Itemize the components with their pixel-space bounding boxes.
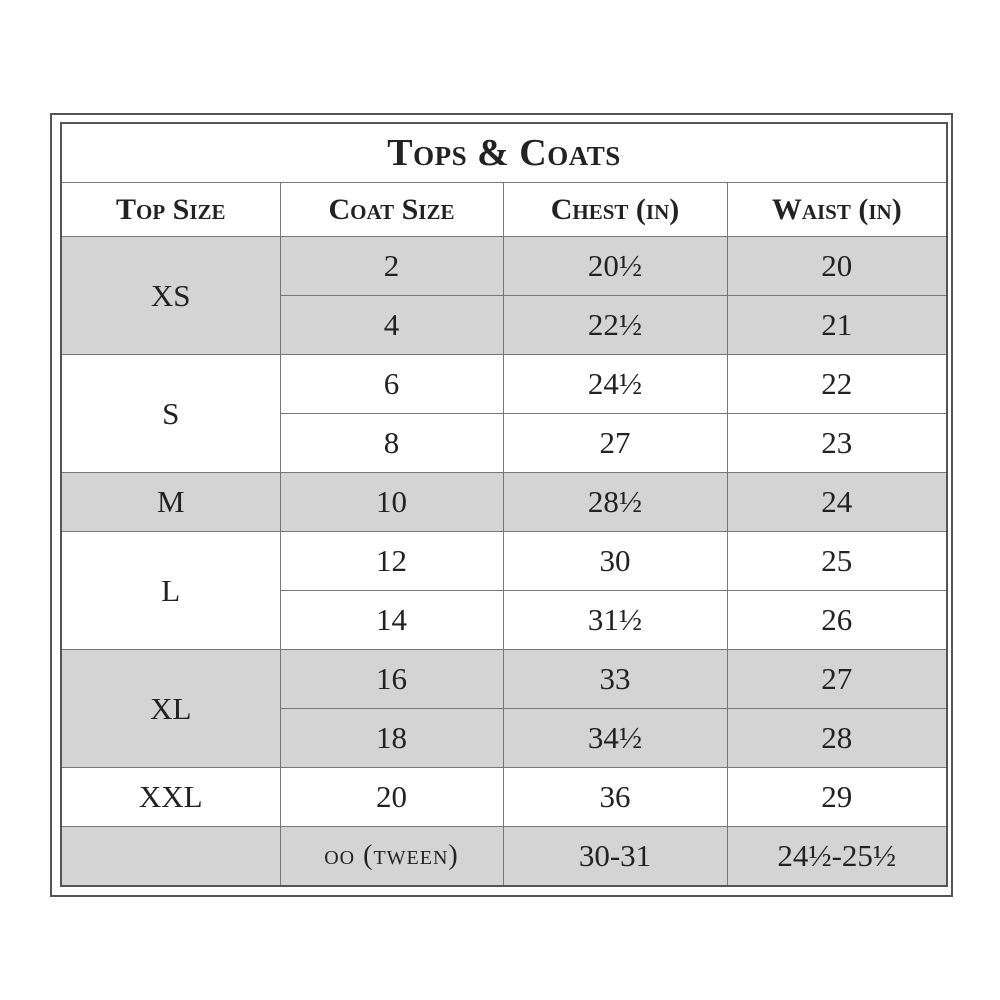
chest-cell: 30-31 <box>502 826 728 887</box>
coat-size-cell: 2 <box>279 236 504 296</box>
top-size-cell <box>60 826 281 887</box>
chest-cell: 33 <box>502 649 728 709</box>
coat-size-cell: 6 <box>279 354 504 414</box>
chest-cell: 22½ <box>502 295 728 355</box>
top-size-cell: XL <box>60 649 281 768</box>
waist-cell: 21 <box>726 295 948 355</box>
table-row: oo (tween) 30-31 24½-25½ <box>60 826 948 887</box>
top-size-cell: L <box>60 531 281 650</box>
table-row: XXL 20 36 29 <box>60 767 948 827</box>
waist-cell: 26 <box>726 590 948 650</box>
chest-cell: 24½ <box>502 354 728 414</box>
table-row: 14 31½ 26 <box>61 590 948 650</box>
waist-cell: 28 <box>726 708 948 768</box>
table-title: Tops & Coats <box>60 122 948 183</box>
top-size-cell: XXL <box>60 767 281 827</box>
coat-size-cell: 8 <box>279 413 504 473</box>
coat-size-cell: oo (tween) <box>279 826 504 887</box>
chest-cell: 36 <box>502 767 728 827</box>
table-frame: Tops & Coats Top Size Coat Size Chest (in)… <box>50 113 953 897</box>
chest-cell: 28½ <box>502 472 728 532</box>
column-header: Waist (in) <box>726 182 948 237</box>
coat-size-cell: 18 <box>279 708 504 768</box>
table-row: 4 22½ 21 <box>61 295 948 355</box>
table-row: S 6 24½ 22 <box>60 354 948 473</box>
chest-cell: 34½ <box>502 708 728 768</box>
coat-size-cell: 4 <box>279 295 504 355</box>
top-size-cell: S <box>60 354 281 473</box>
coat-size-cell: 14 <box>279 590 504 650</box>
waist-cell: 29 <box>726 767 948 827</box>
chest-cell: 30 <box>502 531 728 591</box>
waist-cell: 24 <box>726 472 948 532</box>
waist-cell: 25 <box>726 531 948 591</box>
coat-size-cell: 12 <box>279 531 504 591</box>
coat-size-cell: 10 <box>279 472 504 532</box>
coat-size-cell: 20 <box>279 767 504 827</box>
waist-cell: 22 <box>726 354 948 414</box>
header-row: Top Size Coat Size Chest (in) Waist (in) <box>60 182 948 237</box>
table-row: M 10 28½ 24 <box>60 472 948 532</box>
table-row: XL 16 33 27 <box>60 649 948 768</box>
column-header: Top Size <box>60 182 281 237</box>
chest-cell: 27 <box>502 413 728 473</box>
column-header: Coat Size <box>279 182 504 237</box>
table-row: L 12 30 25 <box>60 531 948 650</box>
chest-cell: 31½ <box>502 590 728 650</box>
column-header: Chest (in) <box>502 182 728 237</box>
coat-size-cell: 16 <box>279 649 504 709</box>
chest-cell: 20½ <box>502 236 728 296</box>
waist-cell: 23 <box>726 413 948 473</box>
table-row: XS 2 20½ 20 <box>60 236 948 355</box>
top-size-cell: M <box>60 472 281 532</box>
table-row: 8 27 23 <box>61 413 948 473</box>
top-size-cell: XS <box>60 236 281 355</box>
waist-cell: 27 <box>726 649 948 709</box>
size-table: Tops & Coats Top Size Coat Size Chest (in)… <box>60 122 949 887</box>
table-row: 18 34½ 28 <box>61 708 948 768</box>
waist-cell: 24½-25½ <box>726 826 948 887</box>
waist-cell: 20 <box>726 236 948 296</box>
